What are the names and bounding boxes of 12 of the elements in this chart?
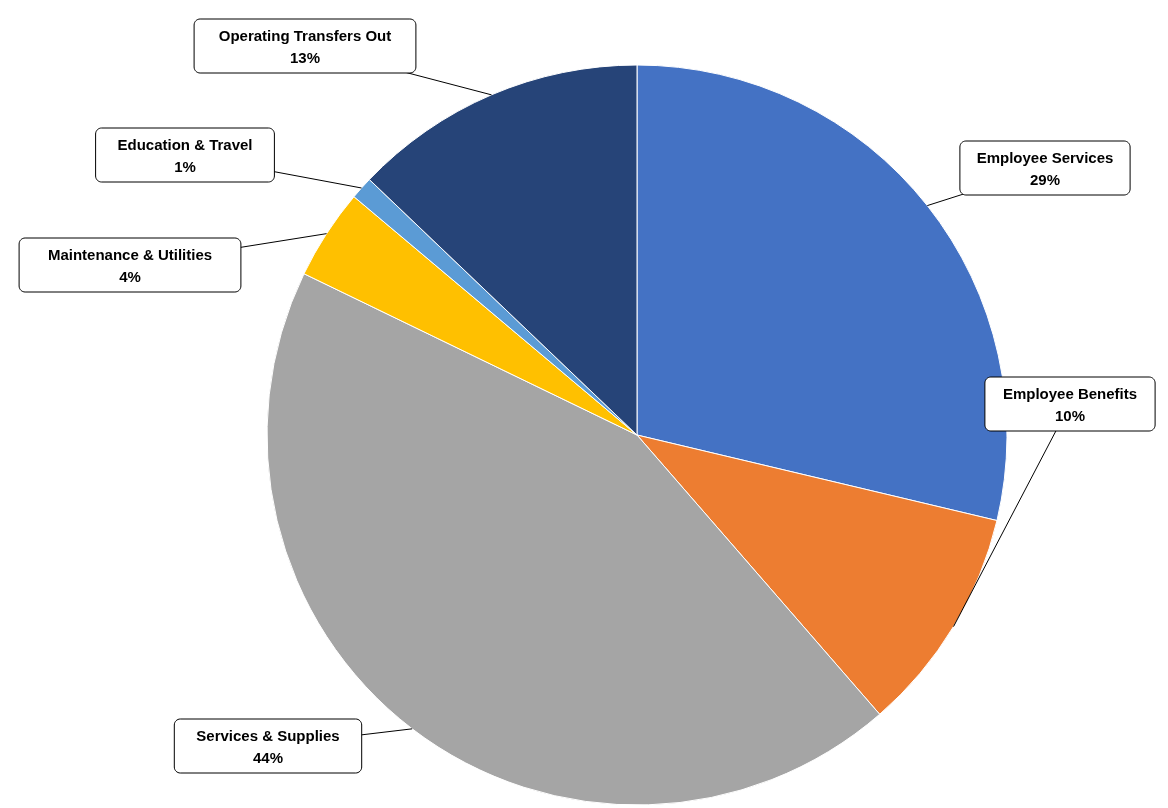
slice-label: Employee Benefits [1002,385,1138,402]
slice-label: Employee Services [976,149,1114,166]
slice-label: Education & Travel [117,136,253,153]
slice-label: Maintenance & Utilities [47,246,213,263]
data-label: 10% [1054,407,1086,424]
slice-label: Operating Transfers Out [218,27,392,44]
data-label: 29% [1029,171,1061,188]
data-label: 44% [252,749,284,766]
data-label: 1% [174,158,196,175]
data-label: 4% [119,268,141,285]
data-label: 13% [289,49,321,66]
slice-label: Services & Supplies [196,727,340,744]
